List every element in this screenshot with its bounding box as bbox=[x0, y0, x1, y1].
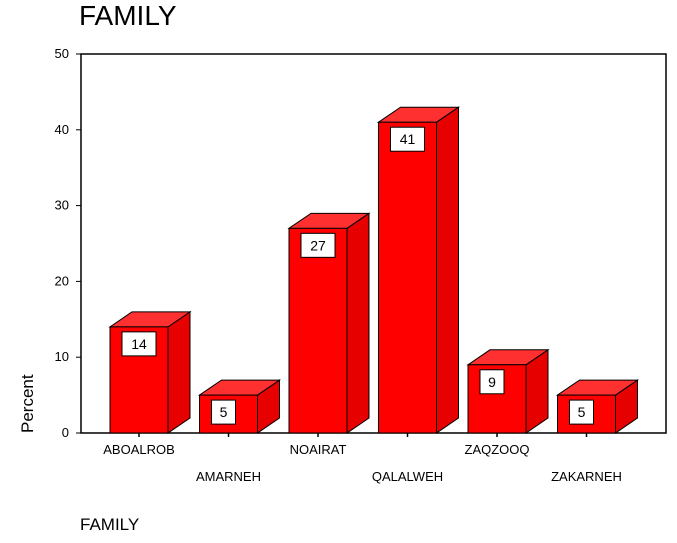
x-axis-title: FAMILY bbox=[80, 515, 140, 534]
y-tick-label: 20 bbox=[55, 273, 69, 288]
bar-side-face bbox=[346, 212, 370, 434]
x-tick-label: NOAIRAT bbox=[290, 442, 347, 457]
data-label: 5 bbox=[220, 404, 228, 420]
y-tick-label: 0 bbox=[62, 425, 69, 440]
x-tick-label: ZAQZOOQ bbox=[465, 442, 530, 457]
data-label: 27 bbox=[310, 237, 326, 253]
y-tick-label: 10 bbox=[55, 349, 69, 364]
bar-front-face bbox=[378, 121, 437, 434]
x-tick-label: AMARNEH bbox=[196, 469, 261, 484]
data-label-box bbox=[121, 331, 157, 357]
chart-title: FAMILY bbox=[79, 0, 177, 31]
data-label: 9 bbox=[488, 374, 496, 390]
x-tick-label: QALALWEH bbox=[372, 469, 443, 484]
data-label: 41 bbox=[400, 131, 416, 147]
data-label: 5 bbox=[578, 404, 586, 420]
y-tick-label: 30 bbox=[55, 198, 69, 213]
bar: 41 bbox=[376, 106, 461, 434]
y-tick-label: 50 bbox=[55, 46, 69, 61]
bar-side-face bbox=[167, 310, 191, 434]
plot-frame bbox=[80, 53, 667, 434]
bar: 5 bbox=[197, 379, 282, 434]
x-axis: ABOALROB AMARNEH NOAIRAT QALALWEH ZAQZOOQ ZAK… bbox=[103, 433, 622, 484]
data-label-box bbox=[479, 369, 505, 395]
bar-front-face bbox=[288, 227, 348, 434]
y-tick-label: 40 bbox=[55, 122, 69, 137]
x-tick-label: ZAKARNEH bbox=[551, 469, 622, 484]
bar: 14 bbox=[108, 310, 192, 434]
bars: 14 5 27 41 9 5 bbox=[108, 106, 640, 434]
y-axis: 0 10 20 30 40 50 bbox=[55, 46, 81, 440]
data-label-box bbox=[390, 126, 425, 152]
data-label-box bbox=[211, 399, 236, 425]
y-axis-title: Percent bbox=[18, 374, 37, 433]
bar-side-face bbox=[436, 106, 459, 434]
data-label-box bbox=[569, 399, 594, 425]
x-tick-label: ABOALROB bbox=[103, 442, 175, 457]
data-label: 14 bbox=[131, 336, 147, 352]
bar: 27 bbox=[287, 212, 371, 434]
bar-front-face bbox=[467, 364, 527, 434]
data-label-box bbox=[300, 232, 336, 258]
bar: 5 bbox=[555, 379, 640, 434]
bar: 9 bbox=[466, 348, 550, 434]
